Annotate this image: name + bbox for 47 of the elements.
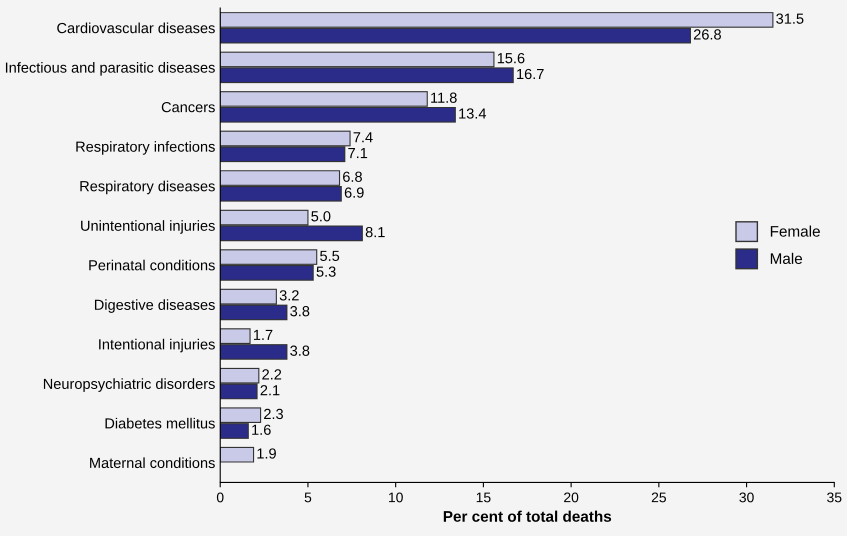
data-label: 5.3 xyxy=(316,266,336,277)
data-label: 1.6 xyxy=(252,424,271,435)
data-label: 31.5 xyxy=(776,13,804,24)
data-label: 2.3 xyxy=(264,408,283,420)
y-tick-label: Maternal conditions xyxy=(90,457,215,468)
legend-label: Female xyxy=(770,226,820,237)
data-label: 16.7 xyxy=(517,68,544,80)
data-label: 3.2 xyxy=(280,290,299,301)
data-label: 11.8 xyxy=(431,92,457,103)
bar xyxy=(220,446,254,463)
data-label: 1.9 xyxy=(257,448,276,459)
y-tick-label: Perinatal conditions xyxy=(89,260,215,270)
x-tick-label: 5 xyxy=(304,492,312,502)
x-axis-title: Per cent of total deaths xyxy=(444,510,612,522)
x-tick-label: 20 xyxy=(564,492,578,502)
y-tick-label: Cancers xyxy=(162,102,215,112)
y-tick-label: Digestive diseases xyxy=(94,299,215,313)
data-label: 7.4 xyxy=(354,132,373,142)
y-tick-label: Respiratory infections xyxy=(76,141,215,155)
data-label: 5.5 xyxy=(320,250,340,261)
y-tick-label: Cardiovascular diseases xyxy=(57,22,215,34)
y-tick-label: Infectious and parasitic diseases xyxy=(6,62,215,76)
data-label: 6.8 xyxy=(343,172,362,182)
data-label: 13.4 xyxy=(459,108,486,119)
data-label: 8.1 xyxy=(366,226,385,238)
data-label: 6.9 xyxy=(344,187,364,198)
x-tick-label: 25 xyxy=(652,492,666,502)
y-tick-label: Neuropsychiatric disorders xyxy=(44,378,215,392)
data-label: 3.8 xyxy=(290,346,310,356)
data-label: 26.8 xyxy=(694,29,721,40)
x-tick-label: 30 xyxy=(739,492,754,502)
x-tick-label: 15 xyxy=(476,492,491,502)
data-label: 2.1 xyxy=(260,385,280,396)
x-tick-label: 35 xyxy=(827,492,842,502)
data-label: 5.0 xyxy=(311,211,330,222)
data-label: 15.6 xyxy=(498,53,524,64)
data-label: 3.8 xyxy=(290,306,310,316)
x-tick-label: 0 xyxy=(216,492,224,502)
data-label: 1.7 xyxy=(254,330,272,340)
data-label: 2.2 xyxy=(262,369,282,380)
x-tick-label: 10 xyxy=(389,492,403,502)
y-tick-label: Unintentional injuries xyxy=(81,220,215,234)
y-tick-label: Respiratory diseases xyxy=(80,180,215,194)
y-tick-label: Intentional injuries xyxy=(99,338,215,352)
legend-label: Male xyxy=(770,252,802,264)
data-label: 7.1 xyxy=(348,148,368,158)
y-tick-label: Diabetes mellitus xyxy=(106,418,215,429)
